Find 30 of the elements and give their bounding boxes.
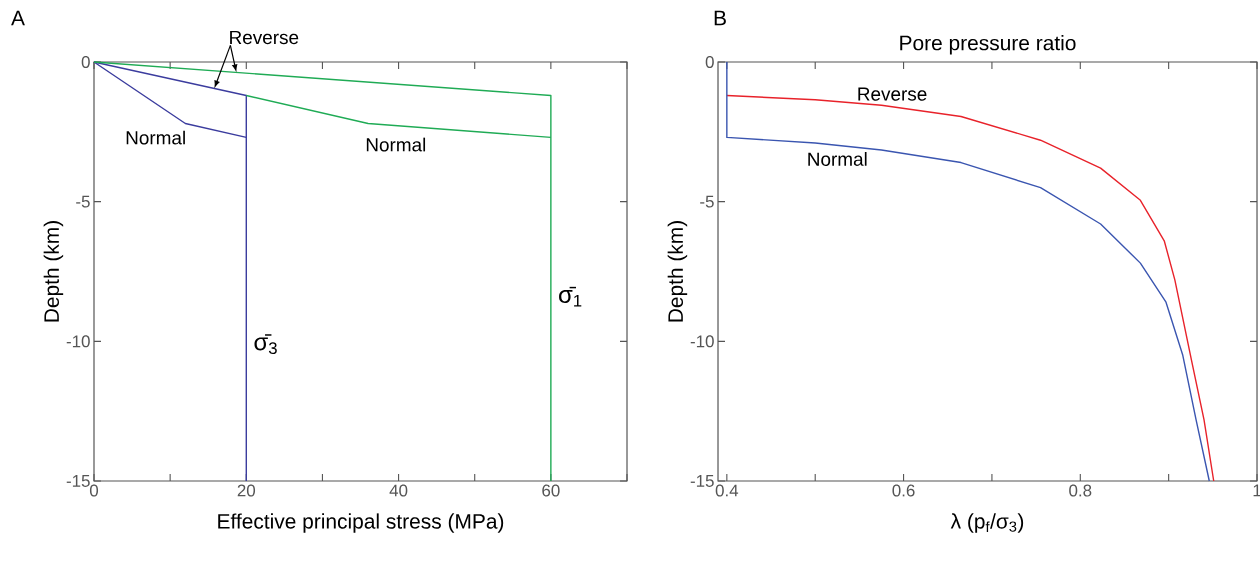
x-tick-label: 0.4 [715,484,739,497]
x-tick-label: 20 [237,484,256,497]
annotation: Normal [126,130,185,145]
text: B [714,10,726,26]
annotation: σ̄$_{3}$ [254,334,277,355]
text: A [11,10,25,26]
x-tick-label: 1 [1253,484,1260,497]
y-tick-label: -10 [690,335,714,348]
annotation: σ̄$_{1}$ [559,286,582,307]
x-tick-label: 60 [542,484,560,497]
y-tick-label: -5 [700,195,714,208]
annotation: Reverse [858,87,927,101]
y-tick-label: 0 [705,56,714,68]
y-axis-title: Depth (km) [667,221,688,322]
y-tick-label: 0 [81,56,90,68]
annotation: Normal [366,137,426,152]
x-axis-title: Effective principal stress (MPa) [218,513,504,533]
x-tick-label: 0.6 [892,484,915,497]
annotation: Normal [808,152,867,166]
chart-title: Pore pressure ratio [900,35,1076,55]
x-axis-title: λ (p$_{f}$/σ$_{3}$) [950,513,1024,533]
x-tick-label: 40 [389,484,408,497]
x-tick-label: 0 [89,484,99,497]
x-tick-label: 0.8 [1069,484,1092,497]
y-axis-title: Depth (km) [43,221,64,322]
y-tick-label: -15 [66,475,90,487]
annotation: Reverse [230,30,299,45]
y-tick-label: -10 [66,335,90,348]
y-tick-label: -5 [76,195,90,208]
y-tick-label: -15 [690,475,714,487]
